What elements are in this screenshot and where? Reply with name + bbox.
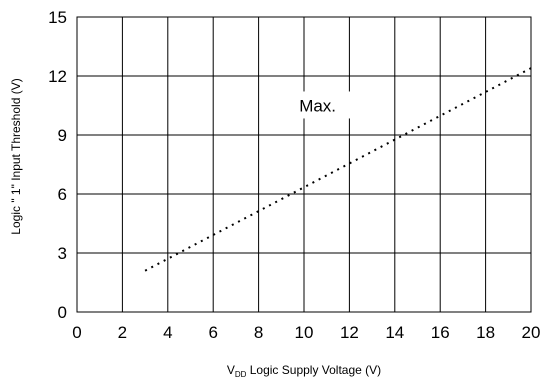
plot-frame [76, 16, 532, 313]
x-axis-title: VDD Logic Supply Voltage (V) [227, 363, 381, 379]
x-tick-label: 16 [431, 323, 450, 342]
x-tick-labels: 0 2 4 6 8 10 12 14 16 18 20 [72, 323, 540, 342]
x-tick-label: 14 [385, 323, 404, 342]
x-tick-label: 18 [476, 323, 495, 342]
y-tick-label: 0 [58, 303, 67, 322]
x-tick-label: 10 [295, 323, 314, 342]
y-tick-label: 15 [48, 8, 67, 27]
x-axis-title-rest: Logic Supply Voltage (V) [246, 363, 381, 377]
y-tick-label: 6 [58, 185, 67, 204]
x-tick-label: 6 [208, 323, 217, 342]
y-tick-labels: 0 3 6 9 12 15 [48, 8, 67, 322]
x-tick-label: 20 [522, 323, 541, 342]
x-axis-title-main: V [227, 363, 235, 377]
x-tick-label: 4 [163, 323, 172, 342]
series-group [144, 67, 532, 272]
grid [76, 16, 532, 313]
x-axis-title-subscript: DD [235, 370, 247, 379]
annotation-label: Max. [299, 96, 336, 115]
series-line-max [144, 67, 532, 272]
x-tick-label: 8 [254, 323, 263, 342]
y-axis-title: Logic " 1" Input Threshold (V) [9, 78, 23, 234]
x-tick-label: 0 [72, 323, 81, 342]
y-tick-label: 3 [58, 244, 67, 263]
x-tick-label: 12 [340, 323, 359, 342]
y-tick-label: 12 [48, 67, 67, 86]
annotations: Max. [284, 91, 351, 119]
y-tick-label: 9 [58, 126, 67, 145]
x-tick-label: 2 [118, 323, 127, 342]
annotation-background [284, 91, 351, 119]
